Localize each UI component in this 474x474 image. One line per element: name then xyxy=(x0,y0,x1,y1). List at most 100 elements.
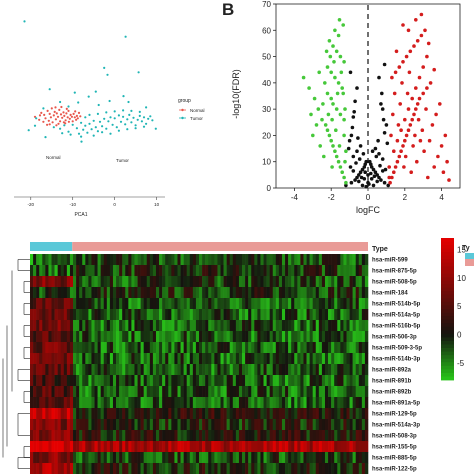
heatmap-cell xyxy=(251,386,255,398)
heatmap-cell xyxy=(346,397,350,409)
heatmap-cell xyxy=(214,375,218,387)
heatmap-cell xyxy=(285,320,289,332)
heatmap-cell xyxy=(106,397,111,409)
heatmap-cell xyxy=(51,342,55,354)
volcano-y-tick-label: 60 xyxy=(262,26,271,35)
heatmap-cell xyxy=(285,419,289,431)
heatmap-cell xyxy=(269,375,274,387)
pca-point-tumor xyxy=(142,116,146,119)
heatmap-cell xyxy=(226,430,231,442)
volcano-point-up xyxy=(434,112,438,117)
heatmap-cell xyxy=(109,276,114,288)
heatmap-cell xyxy=(358,320,363,332)
heatmap-cell xyxy=(269,408,274,420)
colorbar-segment xyxy=(441,294,454,299)
heatmap-cell xyxy=(149,397,154,409)
heatmap-cell xyxy=(278,298,283,310)
heatmap-cell xyxy=(263,364,267,376)
heatmap-cell xyxy=(189,463,194,474)
heatmap-cell xyxy=(269,452,274,464)
heatmap-cell xyxy=(324,430,329,442)
heatmap-cell xyxy=(183,408,188,420)
heatmap-cell xyxy=(63,342,68,354)
heatmap-cell xyxy=(66,375,71,387)
heatmap-cell xyxy=(45,386,49,398)
heatmap-cell xyxy=(245,309,249,321)
heatmap-cell xyxy=(91,298,95,310)
heatmap-cell xyxy=(331,397,335,409)
heatmap-cell xyxy=(45,298,49,310)
heatmap-cell xyxy=(285,430,289,442)
heatmap-cell xyxy=(291,276,295,288)
heatmap-cell xyxy=(48,265,52,277)
heatmap-cell xyxy=(109,430,114,442)
heatmap-cell xyxy=(306,309,310,321)
heatmap-cell xyxy=(312,441,317,453)
heatmap-cell xyxy=(340,254,344,266)
heatmap-cell xyxy=(312,452,317,464)
heatmap-cell xyxy=(352,452,357,464)
annotation-legend-title: Ty xyxy=(462,245,470,252)
heatmap-cell xyxy=(306,441,310,453)
heatmap-cell xyxy=(134,342,138,354)
heatmap-cell xyxy=(337,430,341,442)
heatmap-cell xyxy=(94,364,98,376)
heatmap-cell xyxy=(235,298,240,310)
heatmap-cell xyxy=(122,320,126,332)
heatmap-cell xyxy=(238,353,243,365)
heatmap-cell xyxy=(285,342,289,354)
pca-point-tumor xyxy=(138,114,141,117)
heatmap-cell xyxy=(168,353,172,365)
heatmap-cell xyxy=(116,287,120,299)
heatmap-cell xyxy=(202,276,206,288)
colorbar-segment xyxy=(441,355,454,360)
heatmap-cell xyxy=(195,364,200,376)
heatmap-cell xyxy=(232,463,237,474)
heatmap-cell xyxy=(88,386,92,398)
heatmap-cell xyxy=(131,276,135,288)
heatmap-cell xyxy=(51,254,55,266)
heatmap-cell xyxy=(309,298,313,310)
heatmap-cell xyxy=(297,254,301,266)
heatmap-cell xyxy=(100,287,105,299)
heatmap-cell xyxy=(137,364,141,376)
heatmap-cell xyxy=(355,397,360,409)
heatmap-cell xyxy=(183,397,188,409)
heatmap-cell xyxy=(30,463,34,474)
pca-point-normal xyxy=(38,118,41,121)
heatmap-cell xyxy=(223,331,227,343)
heatmap-cell xyxy=(103,265,108,277)
heatmap-cell xyxy=(291,353,295,365)
pca-point-normal xyxy=(33,115,37,118)
heatmap-cell xyxy=(226,254,231,266)
heatmap-cell xyxy=(321,364,326,376)
heatmap-cell xyxy=(149,386,154,398)
heatmap-cell xyxy=(361,397,366,409)
volcano-point-up xyxy=(438,102,442,106)
heatmap-cell xyxy=(328,430,332,442)
heatmap-cell xyxy=(69,408,74,420)
heatmap-cell xyxy=(291,287,295,299)
heatmap-cell xyxy=(324,342,329,354)
heatmap-cell xyxy=(288,331,292,343)
heatmap-cell xyxy=(162,430,166,442)
heatmap-cell xyxy=(205,463,209,474)
pca-x-tick-label: 10 xyxy=(154,202,160,207)
heatmap-cell xyxy=(152,287,157,299)
volcano-point-down xyxy=(317,70,322,75)
heatmap-cells xyxy=(30,254,369,474)
heatmap-cell xyxy=(214,364,218,376)
heatmap-cell xyxy=(97,287,101,299)
heatmap-cell xyxy=(321,331,326,343)
heatmap-cell xyxy=(235,254,240,266)
heatmap-cell xyxy=(321,276,326,288)
volcano-point-up xyxy=(410,96,415,101)
heatmap-cell xyxy=(269,419,274,431)
heatmap-cell xyxy=(189,397,194,409)
heatmap-cell xyxy=(254,309,258,321)
heatmap-cell xyxy=(174,397,178,409)
heatmap-cell xyxy=(346,320,350,332)
pca-plot-area xyxy=(23,20,157,143)
heatmap-cell xyxy=(355,287,360,299)
heatmap-cell xyxy=(192,441,197,453)
